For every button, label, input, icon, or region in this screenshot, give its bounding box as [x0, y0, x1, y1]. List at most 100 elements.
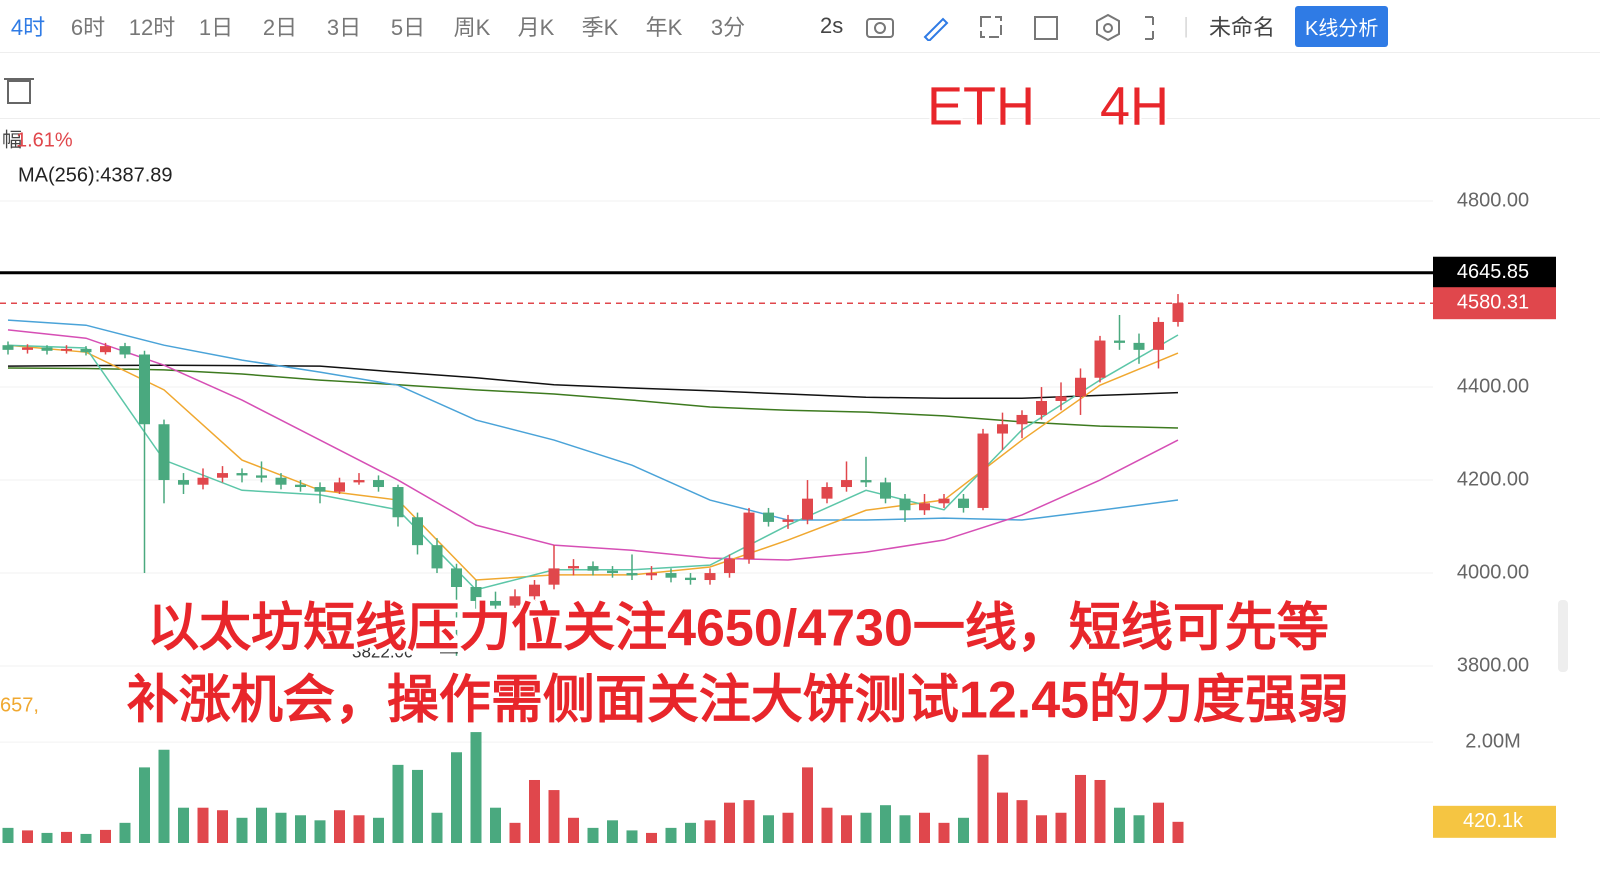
volume-bar [958, 817, 969, 843]
period-tab[interactable]: 季K [581, 15, 619, 40]
candle-body [236, 473, 248, 476]
candle-body [1133, 342, 1145, 350]
candle-body [334, 482, 345, 492]
low-marker-label: 3822.00 [352, 642, 413, 661]
volume-bar [314, 820, 326, 843]
candle-body [919, 503, 930, 511]
candle-body [548, 568, 560, 585]
pen-icon[interactable] [923, 17, 949, 41]
volume-bar [587, 827, 599, 843]
candle-body [314, 487, 326, 492]
period-tab[interactable]: 月K [517, 15, 555, 40]
volume-bar [529, 779, 540, 843]
volume-bar [80, 833, 92, 843]
volume-bar [1172, 821, 1184, 843]
toolbar-right: 2s | 未命名 K线分析 [820, 0, 1389, 52]
candle-body [158, 424, 170, 481]
candle-body [841, 480, 852, 488]
period-tab[interactable]: 3分 [710, 15, 746, 40]
period-tab[interactable]: 6时 [70, 15, 106, 40]
volume-bar [607, 820, 618, 843]
candle-body [529, 584, 540, 597]
interval[interactable]: 2s [820, 13, 844, 38]
fullscreen-icon[interactable] [1145, 16, 1163, 40]
camera-lens [874, 22, 887, 34]
volume-bar [178, 807, 189, 843]
toolbar-icons [866, 13, 1163, 41]
candle-body [997, 424, 1008, 434]
frame-icon[interactable] [980, 16, 1003, 38]
volume-bar [217, 810, 228, 843]
layout-name[interactable]: 未命名 [1208, 15, 1275, 40]
candle-body [61, 348, 72, 351]
volume-bar [860, 812, 872, 843]
trash-icon[interactable] [4, 71, 44, 111]
period-tab[interactable]: 年K [645, 15, 683, 40]
volume-bar [295, 815, 306, 843]
period-tab[interactable]: 4时 [10, 15, 46, 40]
volume-bar [665, 827, 677, 843]
volume-bar [256, 807, 267, 843]
period-tab[interactable]: 2日 [262, 15, 298, 40]
volume-bar [509, 822, 521, 843]
volume-bar [548, 790, 560, 843]
candle-body [802, 498, 813, 520]
change-label: 幅 [2, 128, 22, 151]
candle-body [412, 517, 423, 546]
volume-bar [646, 832, 657, 843]
period-tab[interactable]: 12时 [128, 15, 176, 40]
volume-bar [373, 817, 384, 843]
volume-bar [1094, 779, 1106, 843]
settings-icon[interactable] [1096, 13, 1121, 41]
volume-tag [1433, 805, 1556, 838]
price-axis [1433, 120, 1560, 845]
candle-body [490, 600, 501, 606]
volume-bar [22, 830, 33, 843]
ma-line [7, 367, 1179, 429]
period-tab[interactable]: 周K [453, 15, 491, 40]
y-tick-label: 4400.00 [1457, 375, 1529, 397]
volume-bar [704, 820, 716, 843]
period-tab[interactable]: 1日 [198, 15, 234, 40]
candle-body [41, 347, 53, 351]
candle-body [217, 473, 228, 478]
volume-bar [353, 815, 365, 843]
candle-body [470, 587, 482, 601]
candle-body [392, 487, 404, 518]
volume-bar [899, 815, 911, 843]
candle-body [451, 568, 462, 587]
ma-line [7, 364, 1179, 399]
analysis-button[interactable]: K线分析 [1294, 5, 1389, 47]
calc-icon[interactable] [1034, 16, 1059, 40]
period-tab[interactable]: 5日 [390, 15, 426, 40]
sub-toolbar [0, 53, 1600, 119]
volume-bar [997, 792, 1008, 843]
y-tick-label: 4800.00 [1457, 189, 1529, 211]
volume-bar [1133, 815, 1145, 843]
volume-bar [724, 802, 735, 843]
volume-bar [334, 810, 345, 843]
volume-bar [685, 822, 696, 843]
volume-bar [841, 815, 852, 843]
candle-body [119, 346, 131, 355]
candle-body [665, 573, 677, 578]
camera-icon[interactable] [866, 18, 895, 38]
volume-bar [568, 817, 579, 843]
volume-tag-label: 420.1k [1463, 810, 1524, 832]
ma-label: MA(256):4387.89 [18, 164, 173, 186]
candle-body [782, 519, 794, 522]
candle-body [1075, 377, 1086, 397]
volume-bar [1055, 812, 1067, 843]
candle-body [958, 498, 969, 508]
candle-body [704, 573, 716, 581]
period-tab[interactable]: 3日 [326, 15, 362, 40]
volume-bar [1114, 807, 1125, 843]
volume-bar [119, 822, 131, 843]
candle-body [197, 477, 209, 485]
candle-body [880, 482, 891, 499]
price-tag-label: 4645.85 [1457, 261, 1529, 283]
volume-bar [977, 754, 989, 843]
candle-body [256, 475, 267, 478]
candle-body [275, 477, 287, 485]
